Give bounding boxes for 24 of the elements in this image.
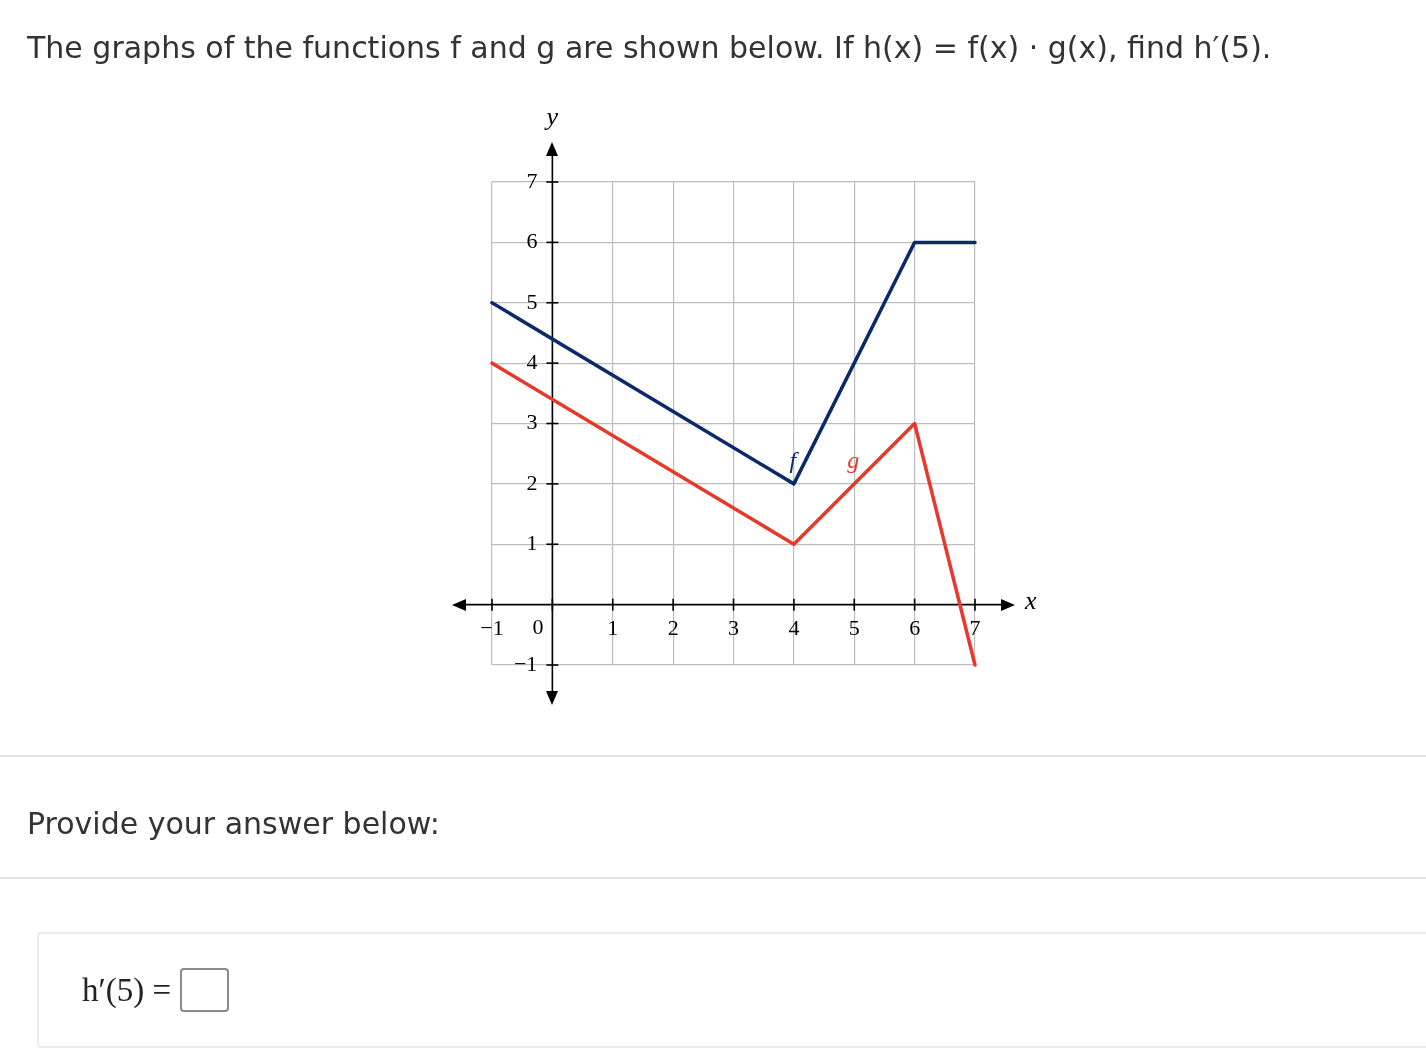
text: h′(5) = [82,971,172,1010]
series-label: f [789,447,800,474]
text: Provide your answer below: [27,805,440,843]
y-tick-label: 6 [526,228,538,254]
x-axis-title: x [1024,586,1037,616]
y-tick-label: 5 [526,288,538,314]
x-tick-label: 6 [909,615,921,641]
y-tick-label: 3 [526,409,538,435]
x-tick-label: 7 [969,615,981,641]
series-label: g [847,447,860,474]
x-tick-label: 1 [607,615,619,641]
y-tick-label: 4 [526,348,538,374]
x-tick-label: −1 [480,615,504,641]
x-tick-label: 2 [667,615,679,641]
chart-title: The graphs of the functions f and g are shown below. If h(x) = f(x) · g(x), find h′(5). [27,29,1272,67]
y-tick-label: 1 [526,530,538,556]
y-tick-label: −1 [513,650,538,676]
x-tick-label: 0 [532,614,544,640]
y-tick-label: 7 [526,167,538,193]
y-tick-label: 2 [526,469,538,495]
y-axis-title: y [543,101,559,131]
x-tick-label: 3 [728,615,739,641]
x-tick-label: 4 [788,615,800,641]
x-tick-label: 5 [848,615,860,641]
